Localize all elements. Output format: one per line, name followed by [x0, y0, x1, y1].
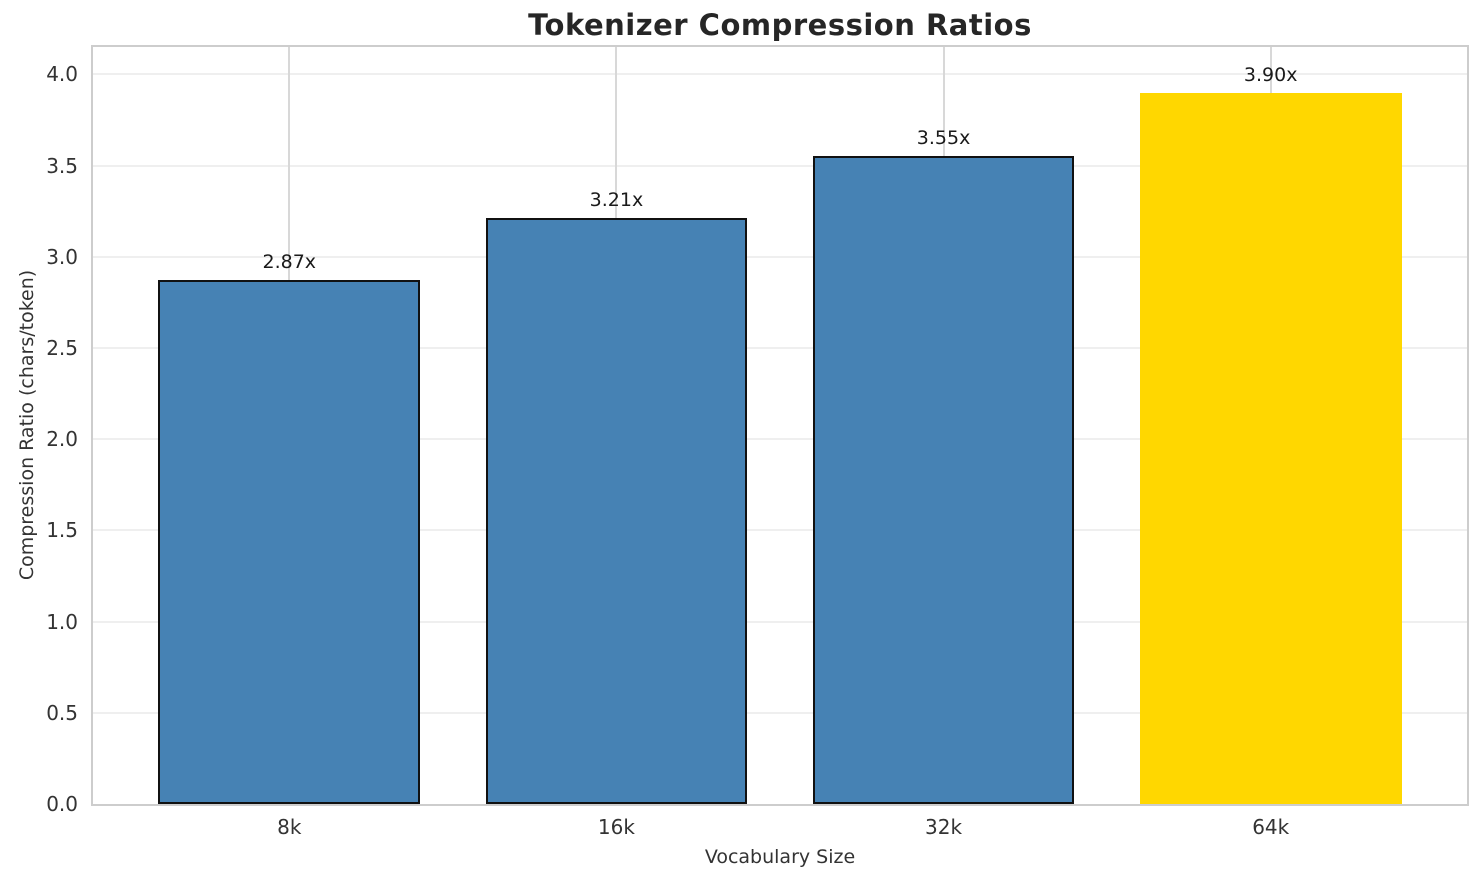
y-tick-label: 2.0	[46, 427, 78, 452]
x-axis-label: Vocabulary Size	[704, 846, 856, 868]
y-tick-label: 2.5	[46, 335, 78, 360]
h-gridline	[93, 620, 1467, 623]
h-gridline	[93, 73, 1467, 76]
chart-title: Tokenizer Compression Ratios	[528, 8, 1032, 42]
h-gridline	[93, 438, 1467, 441]
y-tick-label: 1.0	[46, 609, 78, 634]
h-gridline	[93, 164, 1467, 167]
y-tick-label: 3.5	[46, 153, 78, 178]
x-tick-label: 64k	[1252, 815, 1290, 839]
bar-value-label: 3.55x	[916, 127, 971, 150]
bar-value-label: 3.90x	[1243, 63, 1298, 86]
bar-value-label: 3.21x	[589, 189, 644, 212]
h-gridline	[93, 255, 1467, 258]
plot-area: 2.87x 3.21x 3.55x 3.90x	[91, 45, 1469, 806]
x-tick-label: 16k	[597, 815, 635, 839]
x-tick-label: 32k	[925, 815, 963, 839]
y-tick-label: 1.5	[46, 518, 78, 543]
y-tick-label: 4.0	[46, 62, 78, 87]
y-tick-label: 0.0	[46, 792, 78, 816]
y-tick-label: 0.5	[46, 700, 78, 725]
bar-64k	[1139, 92, 1402, 804]
y-tick-label: 3.0	[46, 244, 78, 269]
bar-32k	[812, 156, 1075, 804]
h-gridline	[93, 529, 1467, 532]
bar-16k	[485, 218, 748, 804]
x-tick-label: 8k	[277, 815, 302, 839]
h-gridline	[93, 346, 1467, 349]
h-gridline	[93, 711, 1467, 714]
bar-8k	[158, 280, 421, 804]
bar-value-label: 2.87x	[262, 251, 317, 274]
